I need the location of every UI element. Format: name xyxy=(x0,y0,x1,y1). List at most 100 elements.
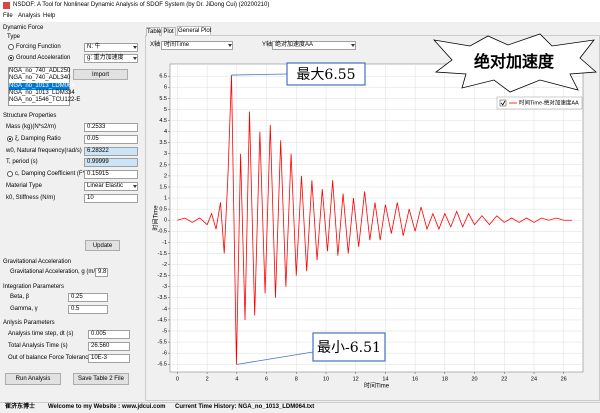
y-tick-label: 1.5 xyxy=(159,184,167,190)
x-tick-label: 22 xyxy=(501,376,507,382)
annotation-text: 最小-6.51 xyxy=(317,340,381,356)
y-axis-label: 时间Time xyxy=(152,205,160,231)
group-title: Structure Properties xyxy=(3,113,57,119)
status-text: www.jdcui.com xyxy=(122,404,166,410)
y-tick-label: -3 xyxy=(162,284,167,290)
text-input[interactable]: 0.5 xyxy=(68,305,108,314)
dropdown[interactable]: 时间Time xyxy=(161,41,233,50)
x-tick-label: 20 xyxy=(471,376,477,382)
tab[interactable]: Plot xyxy=(161,27,176,36)
annotation-box xyxy=(312,332,386,362)
button[interactable]: Save Table 2 File xyxy=(73,373,129,385)
field-label: Total Analysis Time (s) xyxy=(8,343,68,349)
x-tick-label: 24 xyxy=(531,376,537,382)
legend-checkbox[interactable] xyxy=(499,99,507,107)
y-tick-label: 4 xyxy=(164,129,167,135)
field-label: ξ, Damping Ratio xyxy=(15,135,61,142)
dropdown[interactable]: g: 重力加速度 xyxy=(84,54,138,63)
text-input[interactable]: 9.8 xyxy=(95,268,108,277)
group-title: Integration Parameters xyxy=(3,284,65,290)
x-tick-label: 4 xyxy=(235,376,238,382)
legend-check xyxy=(500,100,506,106)
x-tick-label: 8 xyxy=(295,376,298,382)
dropdown[interactable]: 绝对加速度AA xyxy=(272,41,356,50)
y-tick-label: -6 xyxy=(162,351,167,357)
y-tick-label: 1 xyxy=(164,196,167,202)
y-tick-label: 6 xyxy=(164,85,167,91)
field-label: Analysis time step, dt (s) xyxy=(8,331,74,337)
x-tick-label: 16 xyxy=(412,376,418,382)
text-input[interactable]: 0.15915 xyxy=(84,170,138,180)
y-tick-label: -6.5 xyxy=(158,362,167,368)
group-title: Gravitational Acceleration xyxy=(3,259,72,265)
radio-button[interactable] xyxy=(8,44,14,50)
dropdown-arrow xyxy=(351,44,355,47)
annotation-text: 最大6.55 xyxy=(296,67,355,83)
radio-button[interactable] xyxy=(7,171,13,178)
tab[interactable]: General Plot xyxy=(177,26,212,35)
menu-item[interactable]: File xyxy=(3,13,13,19)
button[interactable]: Import xyxy=(73,69,128,80)
status-bar xyxy=(0,402,600,413)
dropdown[interactable]: Linear Elastic xyxy=(84,182,138,191)
menu-bar xyxy=(0,12,600,22)
file-item[interactable]: NGA_no_1546_TCU122-E xyxy=(9,97,81,104)
file-item[interactable]: NGA_no_1013_LDM064 xyxy=(9,82,75,90)
button[interactable]: Update xyxy=(85,240,120,251)
x-tick-label: 26 xyxy=(561,376,567,382)
option-label: Forcing Function xyxy=(16,44,61,50)
y-tick-label: 3 xyxy=(164,151,167,157)
dropdown[interactable]: N: 牛 xyxy=(84,43,138,52)
callout-shape xyxy=(432,33,597,93)
tab[interactable]: Table xyxy=(146,27,162,36)
x-tick-label: 12 xyxy=(353,376,359,382)
field-label: c, Damping Coefficient (F*s/m) xyxy=(15,171,97,178)
file-item[interactable]: NGA_no_740_ADL250 xyxy=(9,68,71,74)
y-tick-label: -3.5 xyxy=(158,295,167,301)
field-label: Gamma, γ xyxy=(10,306,38,312)
file-item[interactable]: NGA_no_740_ADL340 xyxy=(9,75,71,82)
text-input[interactable]: 0.005 xyxy=(88,330,130,339)
x-tick-label: 10 xyxy=(323,376,329,382)
y-tick-label: 2 xyxy=(164,173,167,179)
axis-select-label: Y轴 xyxy=(262,42,273,48)
radio-dot xyxy=(9,137,11,140)
x-axis-label: 时间Time xyxy=(364,382,390,390)
text-input[interactable]: 0.05 xyxy=(84,134,138,144)
text-input[interactable]: 26.560 xyxy=(88,342,130,351)
window-title: NSDOF: A Tool for Nonlinear Dynamic Anal… xyxy=(13,2,270,8)
option-label: Ground Acceleration xyxy=(16,55,71,61)
text-input[interactable]: 0.2533 xyxy=(84,123,138,132)
text-input[interactable]: 0.99999 xyxy=(84,158,138,168)
axis-select-label: X轴 xyxy=(150,42,161,48)
text-input[interactable]: 6.28322 xyxy=(84,146,138,156)
y-tick-label: -1.5 xyxy=(158,251,167,257)
field-label: k0, Stiffness (N/m) xyxy=(6,194,56,201)
field-label: Beta, β xyxy=(10,294,30,300)
text-input[interactable]: 10 xyxy=(84,193,138,203)
x-tick-label: 6 xyxy=(265,376,268,382)
menu-item[interactable]: Help xyxy=(43,13,56,19)
text-input[interactable]: 0.25 xyxy=(68,293,108,302)
group-title: Dynamic Force xyxy=(3,25,44,31)
y-tick-label: 3.5 xyxy=(159,140,167,146)
x-tick-label: 2 xyxy=(206,376,209,382)
field-label: T, period (s) xyxy=(6,159,38,166)
text-input[interactable]: 10E-3 xyxy=(88,354,130,363)
y-tick-label: 4.5 xyxy=(159,118,167,124)
y-tick-label: -0.5 xyxy=(158,229,167,235)
status-text: Current Time History: NGA_no_1013_LDM064… xyxy=(175,404,315,410)
x-tick-label: 14 xyxy=(382,376,388,382)
button[interactable]: Run Analysis xyxy=(5,373,61,385)
field-label: Out of balance Force Tolerance (N) xyxy=(8,355,102,361)
y-tick-label: -4.5 xyxy=(158,317,167,323)
label: Type xyxy=(7,34,21,40)
menu-item[interactable]: Analysis xyxy=(18,13,41,19)
app-icon xyxy=(3,2,10,9)
radio-dot xyxy=(10,57,12,59)
y-tick-label: -2 xyxy=(162,262,167,268)
group-title: Anlysis Parameters xyxy=(3,320,55,326)
y-tick-label: -5 xyxy=(162,328,167,334)
file-item[interactable]: NGA_no_1013_LDM334 xyxy=(9,89,75,96)
